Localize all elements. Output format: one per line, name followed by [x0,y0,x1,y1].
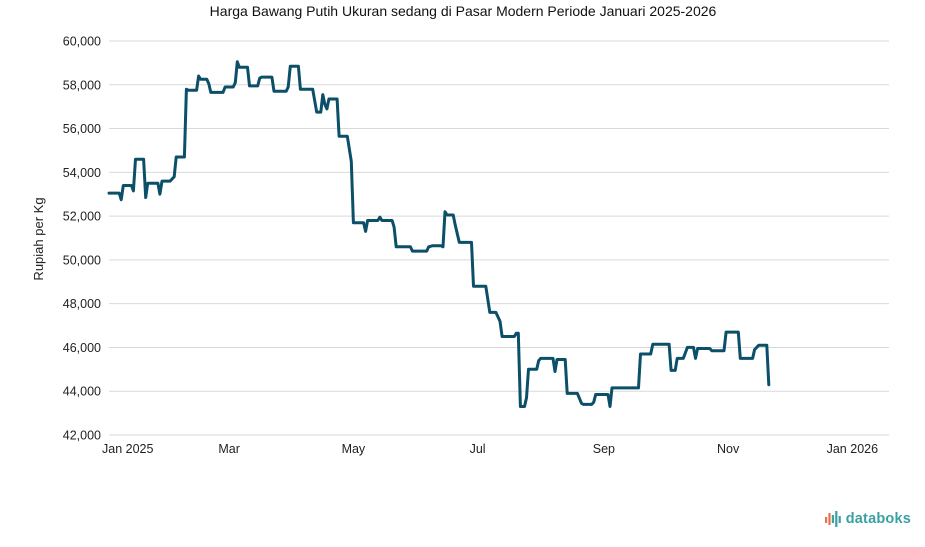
databoks-bars-icon [824,511,841,527]
brand-logo: databoks [824,511,911,527]
y-tick-label: 58,000 [63,78,101,92]
x-tick-label: Nov [717,442,740,456]
y-tick-label: 46,000 [63,341,101,355]
y-tick-label: 56,000 [63,122,101,136]
y-tick-label: 42,000 [63,429,101,443]
x-tick-label: Sep [593,442,615,456]
x-tick-label: Jan 2025 [102,442,153,456]
y-tick-label: 52,000 [63,210,101,224]
x-tick-label: Jan 2026 [827,442,878,456]
series-line [107,60,771,408]
x-tick-label: Mar [218,442,240,456]
y-axis-label: Rupiah per Kg [31,197,46,280]
series-group [107,60,771,408]
brand-name: databoks [845,511,911,527]
y-tick-label: 44,000 [63,385,101,399]
y-tick-label: 48,000 [63,297,101,311]
x-tick-label: Jul [470,442,486,456]
y-tick-label: 60,000 [63,35,101,49]
x-tick-labels: Jan 2025 Mar May Jul Sep Nov Jan 2026 [102,442,878,456]
grid [109,40,889,436]
x-tick-label: May [342,442,366,456]
y-tick-label: 50,000 [63,253,101,267]
y-tick-label: 54,000 [63,166,101,180]
chart-title: Harga Bawang Putih Ukuran sedang di Pasa… [210,3,717,19]
y-tick-labels: 42,000 44,000 46,000 48,000 50,000 52,000 54,0… [63,35,101,443]
